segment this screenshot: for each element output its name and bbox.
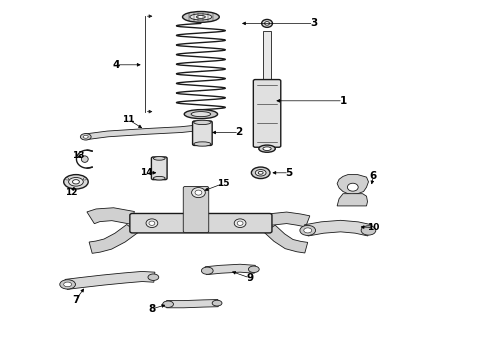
Polygon shape	[85, 125, 199, 140]
Polygon shape	[269, 212, 310, 227]
Ellipse shape	[212, 300, 222, 306]
Text: 1: 1	[340, 96, 346, 106]
Ellipse shape	[148, 274, 159, 280]
Ellipse shape	[163, 301, 173, 307]
Ellipse shape	[194, 142, 211, 146]
Polygon shape	[337, 194, 368, 206]
Ellipse shape	[195, 190, 202, 195]
Ellipse shape	[259, 145, 275, 152]
Bar	[263, 31, 271, 81]
Ellipse shape	[184, 110, 218, 119]
FancyBboxPatch shape	[183, 186, 209, 233]
Ellipse shape	[300, 225, 316, 235]
Polygon shape	[167, 300, 218, 308]
Ellipse shape	[347, 183, 358, 191]
Ellipse shape	[153, 176, 165, 180]
Ellipse shape	[69, 177, 83, 186]
Ellipse shape	[194, 120, 211, 125]
Ellipse shape	[262, 19, 272, 27]
Ellipse shape	[201, 267, 213, 274]
Polygon shape	[304, 220, 372, 236]
Polygon shape	[337, 175, 368, 194]
Ellipse shape	[192, 188, 205, 198]
Ellipse shape	[83, 135, 88, 138]
Ellipse shape	[146, 219, 158, 228]
Ellipse shape	[60, 280, 75, 289]
Ellipse shape	[255, 170, 266, 176]
Ellipse shape	[234, 219, 246, 228]
Ellipse shape	[191, 112, 211, 117]
Text: 6: 6	[370, 171, 377, 181]
Polygon shape	[205, 264, 255, 275]
Ellipse shape	[153, 157, 165, 160]
Text: 10: 10	[367, 223, 380, 232]
Ellipse shape	[66, 178, 69, 180]
Polygon shape	[264, 225, 308, 253]
Ellipse shape	[265, 22, 270, 25]
Polygon shape	[65, 271, 155, 289]
FancyBboxPatch shape	[130, 213, 272, 233]
Text: 12: 12	[65, 188, 77, 197]
Ellipse shape	[263, 147, 271, 150]
Text: 8: 8	[148, 304, 155, 314]
Text: 15: 15	[217, 179, 229, 188]
Text: 7: 7	[72, 294, 80, 305]
Ellipse shape	[248, 266, 259, 273]
Ellipse shape	[64, 175, 88, 189]
Text: 4: 4	[113, 60, 121, 70]
Text: 13: 13	[72, 151, 85, 160]
Ellipse shape	[182, 12, 219, 22]
Polygon shape	[87, 208, 134, 224]
Ellipse shape	[64, 282, 72, 287]
Ellipse shape	[258, 171, 263, 174]
Ellipse shape	[73, 180, 79, 184]
FancyBboxPatch shape	[151, 157, 167, 180]
Ellipse shape	[304, 228, 312, 233]
Text: 9: 9	[246, 273, 253, 283]
Polygon shape	[89, 225, 138, 253]
Text: 5: 5	[286, 168, 293, 178]
FancyBboxPatch shape	[253, 80, 281, 147]
Text: 11: 11	[122, 115, 135, 124]
Ellipse shape	[149, 221, 155, 225]
Text: 3: 3	[310, 18, 317, 28]
Ellipse shape	[80, 134, 91, 140]
Text: 2: 2	[236, 127, 243, 138]
FancyBboxPatch shape	[193, 121, 212, 145]
Ellipse shape	[196, 15, 205, 18]
Ellipse shape	[81, 156, 88, 162]
Ellipse shape	[190, 14, 212, 20]
Ellipse shape	[251, 167, 270, 179]
Ellipse shape	[237, 221, 243, 225]
Ellipse shape	[361, 226, 376, 235]
Ellipse shape	[83, 178, 86, 180]
Text: 14: 14	[140, 168, 152, 177]
